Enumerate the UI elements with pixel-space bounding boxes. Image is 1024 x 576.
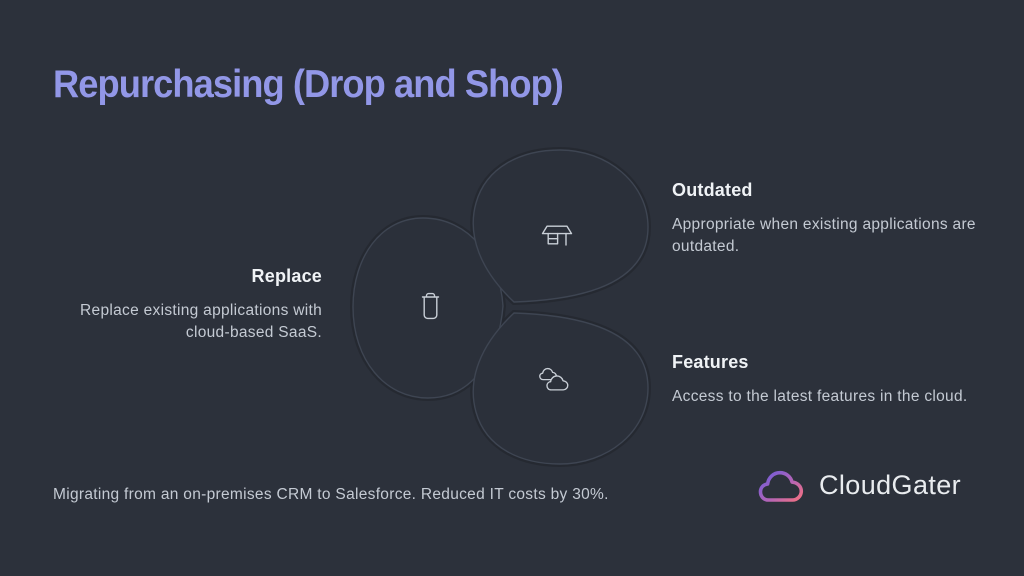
item-description: Access to the latest features in the clo… [672,388,968,405]
brand-logo: CloudGater [757,466,961,504]
diagram-item-features: Features Access to the latest features i… [672,352,984,408]
trash-icon [421,292,440,320]
item-description: Appropriate when existing applications a… [672,216,976,255]
brand-name: CloudGater [819,469,962,500]
item-heading: Outdated [672,180,753,200]
item-description: Replace existing applications with cloud… [80,302,322,341]
petal-replace [352,217,504,399]
footer-caption: Migrating from an on-premises CRM to Sal… [53,486,609,503]
clouds-icon [539,367,569,391]
item-heading: Replace [251,266,322,286]
storefront-icon [541,225,573,246]
item-heading: Features [672,352,749,372]
petal-shapes [349,146,652,468]
petal-diagram [340,140,660,470]
cloudgater-cloud-icon [758,470,804,502]
diagram-item-outdated: Outdated Appropriate when existing appli… [672,180,984,258]
slide-title: Repurchasing (Drop and Shop) [53,63,564,106]
diagram-item-replace: Replace Replace existing applications wi… [40,266,322,344]
